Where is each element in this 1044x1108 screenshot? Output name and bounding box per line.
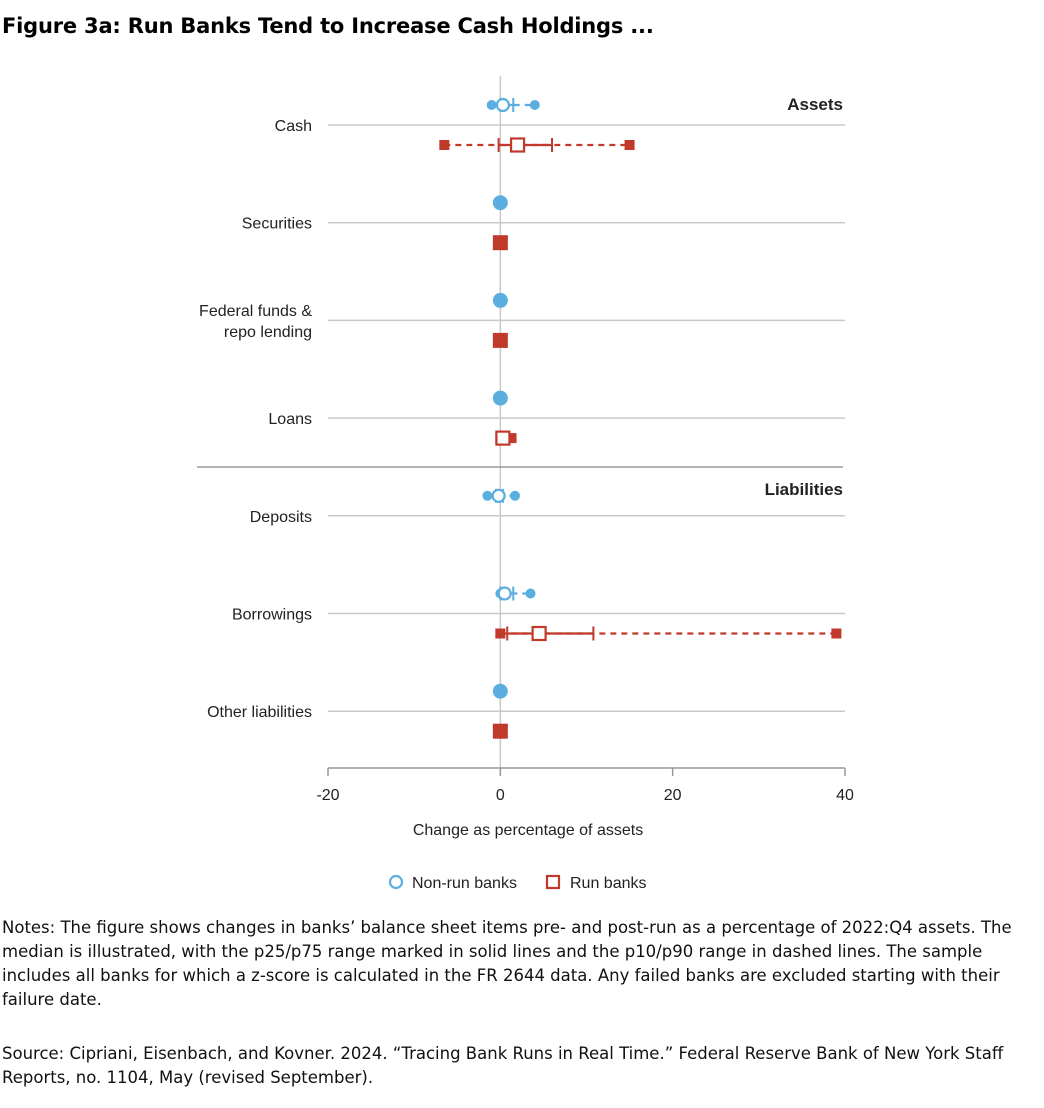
- chart-plot: -20 0 20 40 Change as percentage of assets As…: [197, 76, 854, 892]
- run-median-marker: [531, 625, 547, 642]
- run-median-marker: [492, 235, 508, 251]
- category-label: Other liabilities: [207, 704, 312, 721]
- run-median-marker: [495, 430, 511, 446]
- section-label-assets: Assets: [787, 95, 843, 114]
- x-tick-label: 40: [836, 787, 854, 804]
- nonrun-decile-marker: [529, 100, 540, 110]
- nonrun-median-marker: [492, 683, 508, 699]
- nonrun-median-marker: [492, 292, 508, 308]
- x-tick-label: 0: [496, 787, 505, 804]
- section-label-liabilities: Liabilities: [765, 480, 843, 499]
- run-decile-marker: [506, 433, 517, 444]
- run-decile-marker: [831, 628, 842, 639]
- x-axis-title: Change as percentage of assets: [413, 822, 643, 839]
- category-label: Securities: [242, 216, 312, 233]
- nonrun-median-marker: [492, 390, 508, 406]
- nonrun-median-marker: [492, 195, 508, 211]
- category-label: Borrowings: [232, 607, 312, 624]
- nonrun-decile-marker: [482, 490, 493, 501]
- nonrun-decile-marker: [525, 588, 536, 599]
- run-median-marker: [492, 332, 508, 348]
- figure-title: Figure 3a: Run Banks Tend to Increase Ca…: [2, 14, 654, 38]
- x-tick-label: 20: [664, 787, 682, 804]
- category-label: Deposits: [250, 509, 312, 526]
- nonrun-decile-marker: [509, 490, 520, 501]
- legend-run-label: Run banks: [570, 875, 647, 892]
- run-decile-marker: [624, 140, 635, 150]
- run-decile-marker: [439, 140, 450, 150]
- legend-nonrun-label: Non-run banks: [412, 875, 517, 892]
- category-label: Federal funds &: [199, 303, 312, 320]
- legend-nonrun-marker: [388, 874, 404, 890]
- run-decile-marker: [495, 628, 506, 639]
- chart-source: Source: Cipriani, Eisenbach, and Kovner.…: [2, 1044, 1004, 1087]
- x-tick-label: -20: [316, 787, 339, 804]
- nonrun-median-marker: [497, 586, 512, 601]
- category-label: repo lending: [224, 324, 312, 341]
- run-median-marker: [492, 723, 508, 739]
- nonrun-median-marker: [495, 97, 511, 113]
- category-label: Cash: [275, 118, 312, 135]
- run-median-marker: [509, 137, 526, 153]
- category-label: Loans: [268, 411, 312, 428]
- chart-notes: Notes: The figure shows changes in banks…: [2, 918, 1012, 1009]
- nonrun-decile-marker: [486, 100, 497, 110]
- nonrun-median-marker: [491, 488, 506, 503]
- legend-run-marker: [545, 874, 561, 890]
